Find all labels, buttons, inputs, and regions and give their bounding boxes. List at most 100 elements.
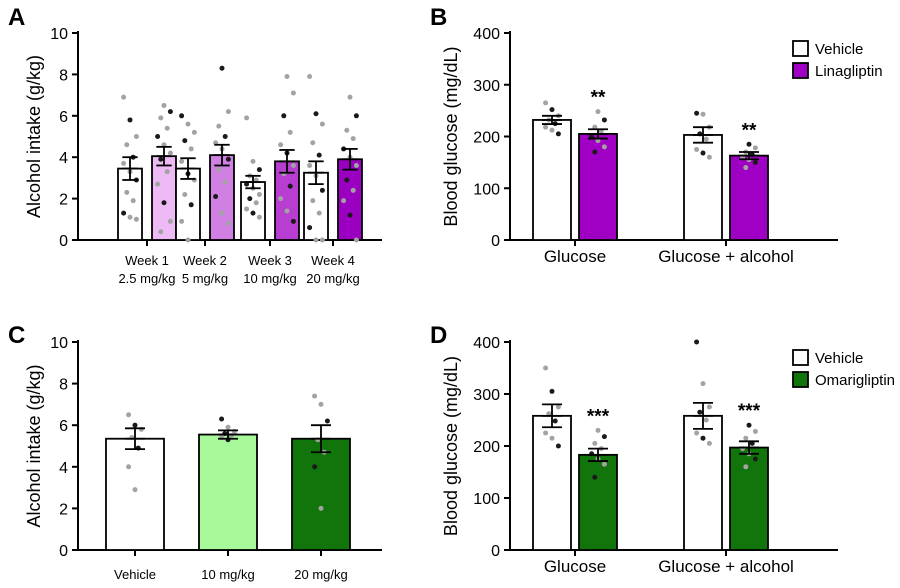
panel-letter: A bbox=[8, 4, 25, 31]
legend-label: Vehicle bbox=[815, 350, 863, 367]
x-category-label: Glucose + alcohol bbox=[658, 557, 794, 576]
data-point bbox=[543, 124, 549, 130]
data-point bbox=[126, 412, 132, 418]
legend-swatch bbox=[792, 40, 809, 57]
data-point bbox=[253, 200, 259, 206]
y-axis-label: Alcohol intake (g/kg) bbox=[24, 55, 44, 218]
y-tick-label: 0 bbox=[491, 233, 500, 250]
bar bbox=[729, 154, 769, 241]
data-point bbox=[312, 464, 318, 470]
data-point bbox=[244, 206, 250, 212]
y-tick-label: 200 bbox=[473, 439, 500, 456]
data-point bbox=[124, 142, 130, 148]
data-point bbox=[319, 121, 325, 127]
data-point bbox=[752, 428, 758, 434]
data-point bbox=[158, 156, 164, 162]
data-point bbox=[347, 94, 353, 100]
data-point bbox=[155, 181, 161, 187]
data-point bbox=[347, 212, 353, 218]
x-category-label: Vehicle bbox=[114, 567, 156, 582]
data-point bbox=[694, 110, 700, 116]
y-tick-label: 300 bbox=[473, 387, 500, 404]
bar bbox=[151, 155, 177, 241]
data-point bbox=[595, 109, 601, 115]
y-tick-label: 4 bbox=[59, 150, 68, 167]
significance-marker: *** bbox=[738, 401, 761, 422]
data-point bbox=[694, 339, 700, 345]
x-category-label: Week 3 bbox=[248, 253, 292, 268]
data-point bbox=[601, 434, 607, 440]
data-point bbox=[247, 196, 253, 202]
data-point bbox=[353, 162, 359, 168]
data-point bbox=[244, 115, 250, 121]
data-point bbox=[158, 115, 164, 121]
bar bbox=[532, 119, 572, 241]
panel-letter: B bbox=[430, 4, 447, 31]
data-point bbox=[256, 214, 262, 220]
y-tick-label: 10 bbox=[50, 335, 68, 352]
data-point bbox=[706, 440, 712, 446]
data-point bbox=[179, 218, 185, 224]
data-point bbox=[319, 187, 325, 193]
data-point bbox=[278, 196, 284, 202]
data-point bbox=[216, 167, 222, 173]
data-point bbox=[746, 422, 752, 428]
data-point bbox=[126, 464, 132, 470]
data-point bbox=[158, 229, 164, 235]
panel-d: D Blood glucose (mg/dL) 0 100 200 300 400 *** Gl… bbox=[430, 322, 895, 576]
data-point bbox=[746, 141, 752, 147]
x-category-label: Glucose bbox=[544, 247, 606, 266]
data-point bbox=[222, 179, 228, 185]
data-point bbox=[592, 474, 598, 480]
x-category-sublabel: 2.5 mg/kg bbox=[118, 271, 175, 286]
x-category-sublabel: 20 mg/kg bbox=[306, 271, 359, 286]
data-point bbox=[185, 121, 191, 127]
y-tick-label: 4 bbox=[59, 460, 68, 477]
y-tick-label: 100 bbox=[473, 181, 500, 198]
data-point bbox=[256, 167, 262, 173]
significance-marker: *** bbox=[587, 406, 610, 427]
y-tick-label: 400 bbox=[473, 26, 500, 43]
y-tick-label: 8 bbox=[59, 67, 68, 84]
data-point bbox=[703, 136, 709, 142]
data-point bbox=[316, 210, 322, 216]
x-category-sublabel: 10 mg/kg bbox=[243, 271, 296, 286]
data-point bbox=[316, 152, 322, 158]
data-point bbox=[219, 416, 225, 422]
data-point bbox=[127, 214, 133, 220]
y-tick-label: 10 bbox=[50, 26, 68, 43]
data-point bbox=[555, 404, 561, 410]
data-point bbox=[121, 94, 127, 100]
data-point bbox=[700, 435, 706, 441]
data-point bbox=[353, 113, 359, 119]
bar bbox=[729, 446, 769, 551]
data-point bbox=[743, 435, 749, 441]
data-point bbox=[313, 111, 319, 117]
data-point bbox=[188, 146, 194, 152]
data-point bbox=[341, 198, 347, 204]
data-point bbox=[216, 123, 222, 129]
data-point bbox=[130, 198, 136, 204]
data-point bbox=[219, 65, 225, 71]
legend-label: Vehicle bbox=[815, 41, 863, 58]
data-point bbox=[592, 440, 598, 446]
x-category-label: Week 4 bbox=[311, 253, 355, 268]
data-point bbox=[555, 443, 561, 449]
data-point bbox=[350, 187, 356, 193]
data-point bbox=[350, 136, 356, 142]
data-point bbox=[595, 427, 601, 433]
data-point bbox=[167, 218, 173, 224]
data-point bbox=[179, 158, 185, 164]
data-point bbox=[290, 162, 296, 168]
data-point bbox=[324, 418, 330, 424]
data-point bbox=[555, 131, 561, 137]
data-point bbox=[161, 200, 167, 206]
y-axis-label: Blood glucose (mg/dL) bbox=[441, 356, 461, 536]
data-point bbox=[601, 117, 607, 123]
data-point bbox=[592, 149, 598, 155]
y-tick-label: 200 bbox=[473, 130, 500, 147]
data-point bbox=[167, 109, 173, 115]
x-category-label: 10 mg/kg bbox=[201, 567, 254, 582]
data-point bbox=[310, 198, 316, 204]
